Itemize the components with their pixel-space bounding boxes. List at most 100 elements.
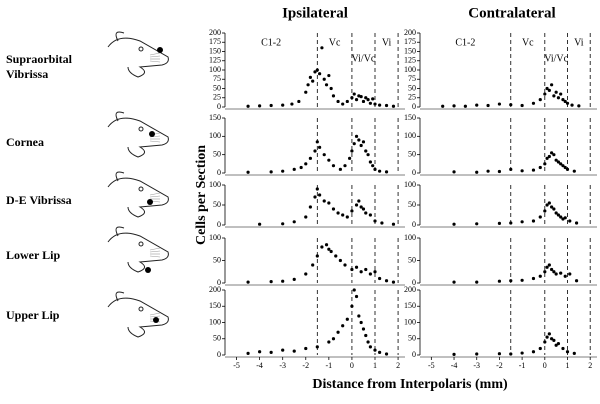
- y-tick-label: 100: [209, 180, 221, 189]
- rat-eye: [138, 186, 144, 192]
- point: [329, 249, 333, 254]
- point: [378, 169, 382, 173]
- point: [338, 258, 342, 263]
- point: [343, 164, 347, 168]
- point: [354, 203, 359, 207]
- point: [577, 104, 581, 108]
- point: [554, 343, 558, 347]
- point: [348, 156, 352, 160]
- point: [497, 352, 502, 356]
- point: [538, 274, 542, 278]
- point: [486, 169, 490, 173]
- rat-ear: [115, 31, 125, 42]
- point: [368, 213, 372, 217]
- point: [322, 199, 326, 203]
- point: [352, 92, 356, 96]
- point: [341, 102, 345, 106]
- stimulus-site: [147, 199, 153, 205]
- row-label: Lower Lip: [6, 248, 61, 262]
- point: [565, 101, 570, 105]
- point: [329, 86, 333, 91]
- y-tick-label: 175: [209, 37, 221, 46]
- point: [315, 345, 319, 349]
- point: [322, 153, 326, 157]
- y-tick-label: 125: [404, 56, 416, 65]
- region-label: Vi/Vc: [544, 53, 568, 64]
- point: [497, 279, 502, 283]
- point: [547, 332, 551, 336]
- y-tick-label: 50: [213, 83, 221, 92]
- y-tick-label: 0: [412, 168, 416, 177]
- y-tick-label: 200: [404, 285, 416, 294]
- y-tick-label: 100: [404, 233, 416, 242]
- point: [550, 337, 554, 341]
- point: [568, 272, 572, 276]
- y-tick-label: 150: [209, 46, 221, 55]
- point: [281, 348, 285, 352]
- y-tick-label: 0: [412, 220, 416, 229]
- point: [336, 99, 340, 104]
- rat-eye: [138, 306, 144, 312]
- point: [475, 170, 479, 174]
- whisker: [149, 140, 161, 143]
- point: [384, 279, 389, 283]
- point: [550, 151, 554, 155]
- whisker: [149, 312, 161, 316]
- point: [318, 72, 322, 76]
- point: [497, 169, 502, 174]
- point: [378, 276, 382, 281]
- point: [359, 320, 363, 325]
- point: [327, 73, 331, 78]
- point: [543, 340, 547, 344]
- y-tick-label: 100: [404, 65, 416, 74]
- stimulus-site: [157, 47, 163, 53]
- point: [315, 187, 319, 191]
- y-tick-label: 50: [408, 334, 416, 343]
- point: [574, 221, 579, 225]
- y-tick-label: 100: [209, 233, 221, 242]
- point: [292, 277, 296, 281]
- point: [357, 199, 361, 203]
- point: [331, 207, 336, 211]
- point: [313, 70, 317, 74]
- point: [520, 351, 524, 355]
- point: [452, 170, 456, 174]
- point: [475, 222, 479, 226]
- point: [338, 167, 342, 171]
- point: [354, 294, 359, 299]
- point: [509, 103, 513, 107]
- point: [552, 270, 556, 274]
- point: [531, 276, 536, 281]
- point: [269, 103, 273, 108]
- point: [350, 304, 354, 308]
- point: [368, 101, 372, 105]
- point: [359, 143, 363, 148]
- point: [269, 280, 273, 284]
- y-tick-label: 50: [213, 255, 221, 264]
- point: [352, 142, 356, 146]
- point: [350, 149, 354, 153]
- x-tick-label: -1: [519, 361, 526, 370]
- point: [463, 104, 467, 108]
- point: [373, 348, 377, 352]
- point: [299, 165, 303, 170]
- point: [361, 207, 366, 211]
- point: [509, 221, 513, 225]
- y-tick-label: 0: [217, 350, 221, 359]
- point: [359, 205, 363, 209]
- y-tick-label: 100: [404, 317, 416, 326]
- point: [486, 103, 490, 108]
- region-label: C1-2: [261, 37, 281, 48]
- point: [373, 219, 377, 223]
- point: [297, 99, 301, 104]
- row-label: Upper Lip: [6, 308, 60, 322]
- x-tick-label: 1: [566, 361, 570, 370]
- whisker: [149, 247, 161, 251]
- point: [475, 280, 479, 284]
- point: [354, 98, 359, 102]
- point: [378, 103, 382, 107]
- point: [561, 98, 565, 102]
- point: [318, 193, 322, 197]
- point: [345, 215, 349, 219]
